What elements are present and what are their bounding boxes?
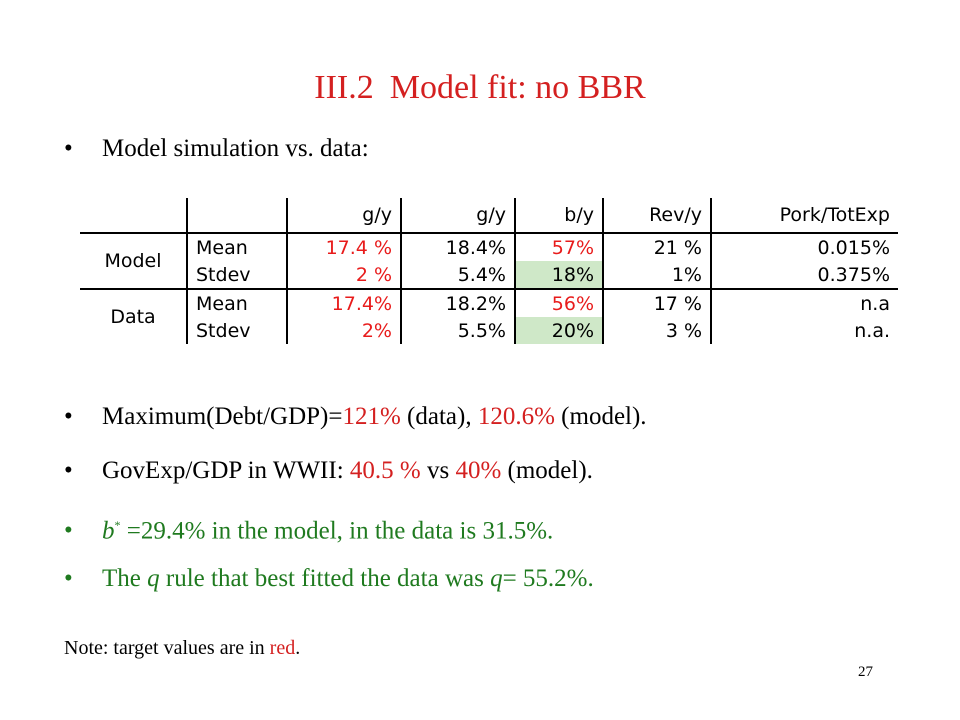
text-segment: (model). <box>501 457 593 484</box>
table-cell: 17.4 % <box>286 233 401 261</box>
row-stat: Mean <box>186 233 287 261</box>
table-cell: 17.4% <box>286 288 401 317</box>
model-value: 40% <box>455 457 502 484</box>
table-cell: 56% <box>514 288 603 317</box>
text-segment: (model). <box>554 403 647 430</box>
header-gy-2: g/y <box>400 198 515 234</box>
table-cell: 18.4% <box>400 233 515 261</box>
header-pork: Pork/TotExp <box>710 198 898 234</box>
text-segment: Maximum(Debt/GDP)= <box>102 403 343 430</box>
red-word: red <box>269 637 296 659</box>
page-number: 27 <box>858 664 873 680</box>
bullet-govexp: • GovExp/GDP in WWII: 40.5 % vs 40% (mode… <box>64 456 593 486</box>
text-segment: (data), <box>400 403 478 430</box>
bullet-text: Model simulation vs. data: <box>102 135 369 162</box>
target-value: 40.5 % <box>349 457 421 484</box>
table-cell: n.a. <box>710 317 898 344</box>
var-q: q <box>147 565 160 592</box>
table-header-row: g/y g/y b/y Rev/y Pork/TotExp <box>80 198 898 234</box>
slide-title: III.2 Model fit: no BBR <box>0 68 960 108</box>
table-cell: 0.375% <box>710 261 898 289</box>
table-cell: 21 % <box>602 233 711 261</box>
footnote: Note: target values are in red. <box>64 636 300 660</box>
text-segment: rule that best fitted the data was <box>159 565 491 592</box>
table-cell: 0.015% <box>710 233 898 261</box>
results-table: g/y g/y b/y Rev/y Pork/TotExp Model Mean… <box>80 198 898 344</box>
table-cell: 17 % <box>602 288 711 317</box>
header-gy-1: g/y <box>286 198 401 234</box>
var-q: q <box>490 565 503 592</box>
header-blank-sub <box>186 198 287 234</box>
text-segment: = 55.2%. <box>502 565 594 592</box>
table-cell: 1% <box>602 261 711 289</box>
table-cell-highlight: 20% <box>514 317 603 344</box>
text-segment: . <box>295 637 301 659</box>
text-segment: GovExp/GDP in WWII: <box>102 457 350 484</box>
table-row: Stdev 2% 5.5% 20% 3 % n.a. <box>80 317 898 344</box>
target-value: 121% <box>342 403 401 430</box>
bullet-dot: • <box>64 135 73 162</box>
table-cell: 2 % <box>286 261 401 289</box>
group-label-data: Data <box>80 288 187 344</box>
group-label-model: Model <box>104 250 162 272</box>
table-row: Model Mean 17.4 % 18.4% 57% 21 % 0.015% <box>80 233 898 272</box>
row-stat: Stdev <box>186 261 287 289</box>
table-cell: 5.4% <box>400 261 515 289</box>
bullet-q-rule: • The q rule that best fitted the data wa… <box>64 564 594 594</box>
section-number: III.2 <box>314 69 374 106</box>
bullet-model-simulation: • Model simulation vs. data: <box>64 134 369 164</box>
table-row: Stdev 2 % 5.4% 18% 1% 0.375% <box>80 261 898 289</box>
table-cell: 2% <box>286 317 401 344</box>
header-rev: Rev/y <box>602 198 711 234</box>
table-cell: 57% <box>514 233 603 261</box>
bullet-dot: • <box>64 403 73 430</box>
var-b: b <box>102 517 115 545</box>
header-blank <box>80 198 187 234</box>
bullet-bstar: • b* =29.4% in the model, in the data is … <box>64 510 553 546</box>
model-value: 120.6% <box>477 403 555 430</box>
bullet-dot: • <box>64 565 73 592</box>
table-row: Data Mean 17.4% 18.2% 56% 17 % n.a <box>80 288 898 344</box>
header-by: b/y <box>514 198 603 234</box>
table-cell: n.a <box>710 288 898 317</box>
table-cell: 3 % <box>602 317 711 344</box>
table-cell-highlight: 18% <box>514 261 603 289</box>
text-segment: vs <box>420 457 456 484</box>
bullet-max-debt: • Maximum(Debt/GDP)=121% (data), 120.6% (… <box>64 402 647 432</box>
title-text: Model fit: no BBR <box>389 69 646 106</box>
bullet-dot: • <box>64 517 73 545</box>
star-superscript: * <box>114 518 121 532</box>
row-stat: Mean <box>186 288 287 317</box>
text-segment: =29.4% in the model, in the data is 31.5… <box>120 517 554 545</box>
text-segment: Note: target values are in <box>64 637 270 659</box>
bullet-dot: • <box>64 457 73 484</box>
text-segment: The <box>102 565 148 592</box>
table-cell: 18.2% <box>400 288 515 317</box>
table-cell: 5.5% <box>400 317 515 344</box>
row-stat: Stdev <box>186 317 287 344</box>
